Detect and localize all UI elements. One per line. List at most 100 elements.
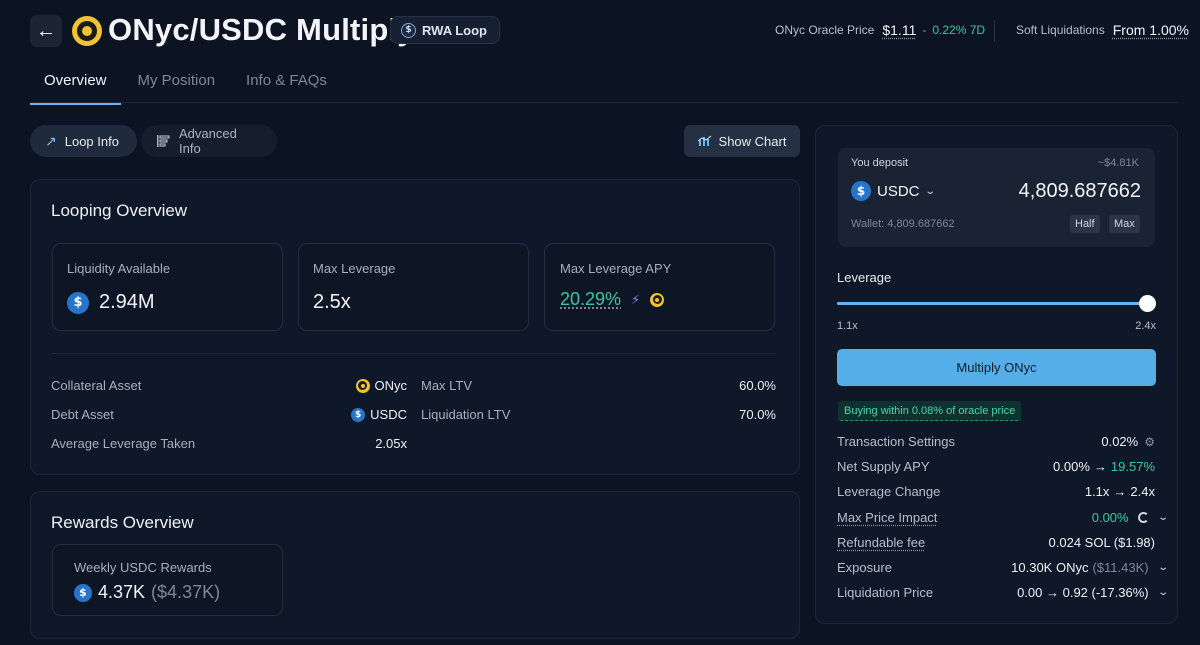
oracle-price-label: ONyc Oracle Price xyxy=(775,23,875,37)
stat-value: 2.5x xyxy=(313,291,351,313)
stat-label: Max Leverage xyxy=(313,261,396,276)
leverage-slider-fill xyxy=(837,302,1147,305)
net-apy-label: Net Supply APY xyxy=(837,459,930,474)
max-ltv-value: 60.0% xyxy=(739,378,776,393)
deposit-label: You deposit xyxy=(851,157,909,169)
exposure-label: Exposure xyxy=(837,560,892,575)
multiply-button[interactable]: Multiply ONyc xyxy=(837,349,1156,386)
tab-bar: Overview My Position Info & FAQs xyxy=(30,66,344,105)
max-ltv-label: Max LTV xyxy=(421,378,473,393)
liquidation-price-label: Liquidation Price xyxy=(837,585,934,600)
chevron-down-icon: ⌄ xyxy=(1156,587,1169,598)
oracle-price-value[interactable]: $1.11 xyxy=(882,22,917,38)
oracle-price: ONyc Oracle Price $1.11 - 0.22% 7D xyxy=(775,22,985,38)
token-selector[interactable]: $ USDC ⌄ xyxy=(851,181,936,201)
debt-asset-value: $ USDC xyxy=(340,407,407,422)
exposure-value[interactable]: 10.30K ONyc ($11.43K) ⌄ xyxy=(1011,560,1169,575)
arrow-right-icon: → xyxy=(1113,484,1127,499)
exposure-usd: ($11.43K) xyxy=(1092,560,1149,575)
price-impact-label[interactable]: Max Price Impact xyxy=(837,510,938,525)
stat-value: 2.94M xyxy=(99,291,155,313)
advanced-info-label: Advanced Info xyxy=(178,126,237,156)
stat-max-leverage: Max Leverage 2.5x xyxy=(298,243,529,331)
rwa-loop-tag[interactable]: $ RWA Loop xyxy=(390,16,500,44)
net-apy-to: 19.57% xyxy=(1110,459,1155,474)
deposit-usd-value: ~$4.81K xyxy=(1097,157,1139,169)
deposit-box: You deposit ~$4.81K $ USDC ⌄ 4,809.68766… xyxy=(838,148,1155,247)
tx-settings-label: Transaction Settings xyxy=(837,434,956,449)
stat-label: Liquidity Available xyxy=(67,261,171,276)
leverage-slider-track[interactable] xyxy=(837,295,1156,312)
liquidation-ltv-label: Liquidation LTV xyxy=(421,407,511,422)
wallet-balance: Wallet: 4,809.687662 xyxy=(851,218,955,230)
stat-value-row: $ 2.94M xyxy=(67,291,155,314)
list-bars-icon xyxy=(156,135,170,147)
loop-info-button[interactable]: ↗ Loop Info xyxy=(30,125,137,157)
refundable-fee-label[interactable]: Refundable fee xyxy=(837,535,926,550)
leverage-slider-handle[interactable] xyxy=(1139,295,1156,312)
onyc-logo-icon xyxy=(72,16,102,46)
weekly-rewards-label: Weekly USDC Rewards xyxy=(74,560,212,575)
tag-label: RWA Loop xyxy=(422,22,487,38)
tab-info-faqs[interactable]: Info & FAQs xyxy=(246,72,327,89)
refundable-fee-value: 0.024 SOL ($1.98) xyxy=(1048,535,1155,550)
max-button[interactable]: Max xyxy=(1109,215,1140,233)
price-impact-value[interactable]: 0.00% ⌄ xyxy=(1091,510,1169,525)
debt-asset-text: USDC xyxy=(370,407,407,422)
soft-liq-value[interactable]: From 1.00% xyxy=(1112,22,1189,38)
stat-liquidity-available: Liquidity Available $ 2.94M xyxy=(52,243,283,331)
price-impact-text: 0.00% xyxy=(1091,510,1129,525)
avg-leverage-value: 2.05x xyxy=(375,436,407,451)
leverage-change-to: 2.4x xyxy=(1130,484,1155,499)
oracle-change: 0.22% 7D xyxy=(932,23,986,37)
advanced-info-button[interactable]: Advanced Info xyxy=(141,125,277,157)
liquidation-price-value[interactable]: 0.00 → 0.92 (-17.36%) ⌄ xyxy=(1017,585,1169,600)
arrow-right-icon: → xyxy=(1093,459,1107,474)
rewards-overview-title: Rewards Overview xyxy=(51,513,194,532)
weekly-rewards-box: Weekly USDC Rewards $ 4.37K ($4.37K) xyxy=(52,544,283,616)
arrow-up-right-icon: ↗ xyxy=(45,132,57,149)
oracle-price-badge: Buying within 0.08% of oracle price xyxy=(838,401,1022,421)
tab-overview[interactable]: Overview xyxy=(30,66,121,105)
collateral-asset-value: ONyc xyxy=(340,378,407,393)
exposure-text: 10.30K ONyc xyxy=(1011,560,1089,575)
stat-value[interactable]: 20.29% xyxy=(560,289,622,309)
chevron-down-icon: ⌄ xyxy=(923,185,936,197)
oracle-sep: - xyxy=(922,23,927,37)
looping-overview-title: Looping Overview xyxy=(51,201,188,220)
show-chart-button[interactable]: Show Chart xyxy=(684,125,800,157)
dollar-coin-icon: $ xyxy=(401,22,416,38)
liquidation-price-text: 0.00 → 0.92 (-17.36%) xyxy=(1017,585,1149,600)
usdc-icon: $ xyxy=(351,407,366,422)
loading-spinner-icon xyxy=(1137,512,1149,523)
loop-info-label: Loop Info xyxy=(64,133,119,149)
collateral-asset-label: Collateral Asset xyxy=(51,378,142,393)
card-divider xyxy=(52,353,776,354)
leverage-change-from: 1.1x xyxy=(1084,484,1110,499)
tx-settings-value[interactable]: 0.02% ⚙ xyxy=(1101,434,1155,449)
onyc-icon xyxy=(355,378,370,393)
soft-liq-label: Soft Liquidations xyxy=(1016,23,1105,37)
debt-asset-label: Debt Asset xyxy=(51,407,114,422)
page-title: ONyc/USDC Multiply xyxy=(108,12,415,47)
weekly-rewards-value: 4.37K xyxy=(98,582,146,602)
tab-my-position[interactable]: My Position xyxy=(137,72,216,89)
collateral-asset-text: ONyc xyxy=(374,378,408,393)
soft-liquidations: Soft Liquidations From 1.00% xyxy=(1016,22,1189,38)
net-apy-from: 0.00% xyxy=(1053,459,1090,474)
arrow-left-icon: ← xyxy=(36,19,56,42)
avg-leverage-label: Average Leverage Taken xyxy=(51,436,196,451)
chart-icon xyxy=(697,135,711,146)
onyc-icon xyxy=(650,292,665,307)
half-button[interactable]: Half xyxy=(1070,215,1100,233)
stat-max-leverage-apy: Max Leverage APY 20.29% ⚡ xyxy=(544,243,775,331)
usdc-icon: $ xyxy=(851,181,871,201)
weekly-rewards-row: $ 4.37K ($4.37K) xyxy=(74,582,220,603)
leverage-change-value: 1.1x → 2.4x xyxy=(1085,484,1155,499)
deposit-amount-input[interactable]: 4,809.687662 xyxy=(1018,180,1141,202)
tabs-divider xyxy=(30,102,1178,103)
tx-settings-text: 0.02% xyxy=(1101,434,1139,449)
leverage-max: 2.4x xyxy=(1135,320,1156,332)
back-button[interactable]: ← xyxy=(30,15,62,47)
gear-icon: ⚙ xyxy=(1144,434,1155,449)
